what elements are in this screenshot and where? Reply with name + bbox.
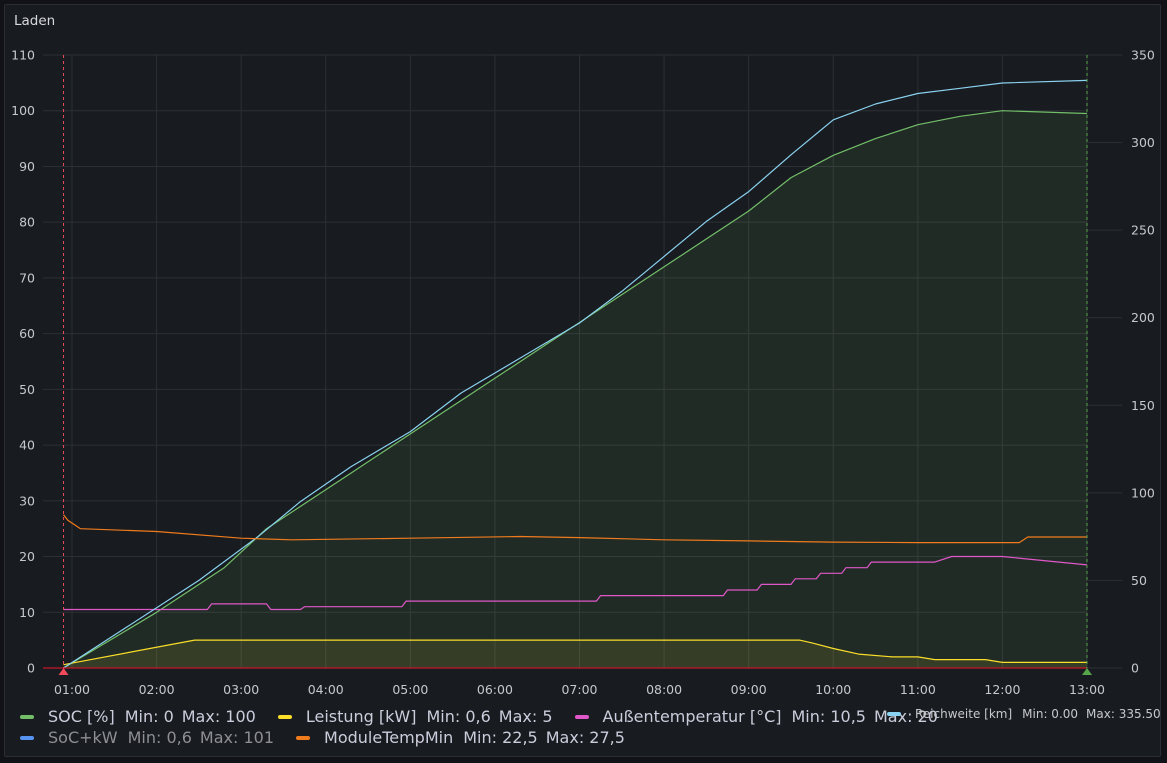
legend-max: Max: 335.50 [1086,707,1161,721]
x-tick-label: 13:00 [1069,682,1105,697]
legend-row-2: SoC+kW Min: 0,6 Max: 101 ModuleTempMin Min: … [20,728,647,747]
series-fill-leistung-kw [63,640,1087,668]
y-left-tick-label: 50 [19,382,35,397]
x-tick-label: 04:00 [308,682,344,697]
annotation-marker-start [58,668,69,675]
legend-min: Min: 0 [124,707,174,726]
y-left-tick-label: 110 [11,48,35,63]
y-left-tick-label: 40 [19,438,35,453]
y-right-tick-label: 300 [1131,135,1155,150]
series-line-reichweite-km [63,79,1088,669]
x-tick-label: 11:00 [900,682,936,697]
chart-panel: Laden [4,4,1161,757]
legend-series-name: ModuleTempMin [324,728,454,747]
x-tick-label: 09:00 [731,682,767,697]
x-tick-label: 05:00 [392,682,428,697]
y-right-tick-label: 50 [1131,573,1147,588]
y-left-tick-label: 30 [19,493,35,508]
y-left-tick-label: 70 [19,270,35,285]
legend-min: Min: 0,6 [426,707,491,726]
x-tick-label: 01:00 [54,682,90,697]
annotation-marker-end [1082,668,1092,675]
legend-item-row1-0[interactable]: SOC [%] Min: 0 Max: 100 [20,707,264,726]
legend-row-1: SOC [%] Min: 0 Max: 100 Leistung [kW] Min: 0… [20,707,960,726]
x-tick-label: 03:00 [223,682,259,697]
legend-series-name: SoC+kW [48,728,118,747]
y-left-tick-label: 80 [19,215,35,230]
y-left-tick-label: 20 [19,549,35,564]
x-tick-label: 02:00 [139,682,175,697]
x-tick-label: 10:00 [815,682,851,697]
legend-max: Max: 100 [181,707,256,726]
legend-min: Min: 0.00 [1022,707,1079,721]
legend-series-name: SOC [%] [48,707,115,726]
y-left-tick-label: 0 [27,661,35,676]
legend-min: Min: 10,5 [791,707,866,726]
y-right-tick-label: 150 [1131,398,1155,413]
legend-series-name: Reichweite [km] [915,707,1013,721]
y-left-tick-label: 90 [19,159,35,174]
x-tick-label: 07:00 [561,682,597,697]
series-line-leistung-kw [63,639,1087,666]
legend-swatch [277,714,292,719]
y-right-tick-label: 0 [1131,661,1139,676]
y-left-tick-label: 100 [11,103,35,118]
y-right-tick-label: 100 [1131,485,1155,500]
legend-swatch [20,735,34,740]
x-tick-label: 08:00 [646,682,682,697]
x-tick-label: 06:00 [477,682,513,697]
y-right-tick-label: 200 [1131,310,1155,325]
legend-min: Min: 22,5 [463,728,538,747]
series-line-au-entemperatur-c [63,555,1088,611]
series-line-moduletempmin [63,514,1087,544]
legend-max: Max: 5 [498,707,553,726]
legend-min: Min: 0,6 [127,728,192,747]
legend-item-row2-0[interactable]: SoC+kW Min: 0,6 Max: 101 [20,728,282,747]
legend-max: Max: 20 [873,707,938,726]
legend-item-row1-1[interactable]: Leistung [kW] Min: 0,6 Max: 5 [277,707,561,726]
legend-max: Max: 101 [199,728,275,747]
panel-title[interactable]: Laden [14,13,56,29]
legend-item-row1-2[interactable]: Außentemperatur [°C] Min: 10,5 Max: 20 [574,707,946,726]
legend-swatch [296,735,311,740]
legend-item-row2-1[interactable]: ModuleTempMin Min: 22,5 Max: 27,5 [296,728,633,747]
legend-swatch [574,714,589,719]
legend-max: Max: 27,5 [545,728,625,747]
legend-series-name: Leistung [kW] [305,707,417,726]
legend-series-name: Außentemperatur [°C] [602,707,782,726]
y-right-tick-label: 350 [1131,48,1155,63]
y-left-tick-label: 10 [19,605,35,620]
y-left-tick-label: 60 [19,326,35,341]
legend-swatch [20,714,34,719]
x-tick-label: 12:00 [984,682,1020,697]
series-fill-soc [63,110,1087,668]
legend-item-reichweite[interactable]: Reichweite [km] Min: 0.00 Max: 335.50 [887,707,1161,721]
y-right-tick-label: 250 [1131,223,1155,238]
legend-swatch [887,712,901,716]
